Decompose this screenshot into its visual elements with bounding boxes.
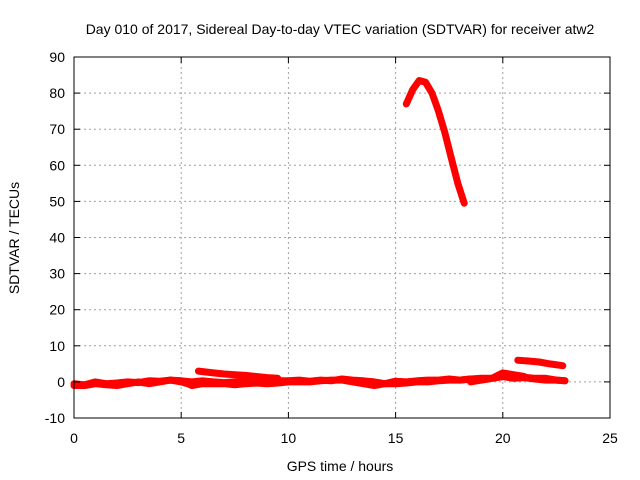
grid-lines [74, 57, 610, 418]
x-tick-label: 0 [70, 430, 78, 446]
y-tick-label: 10 [49, 338, 65, 354]
x-tick-label: 5 [177, 430, 185, 446]
x-tick-label: 10 [281, 430, 297, 446]
series-arc-19h [467, 369, 528, 386]
y-tick-label: 50 [49, 193, 65, 209]
y-axis-label: SDTVAR / TECUs [6, 182, 22, 294]
x-tick-label: 15 [388, 430, 404, 446]
x-tick-label: 25 [602, 430, 618, 446]
axis-ticks [73, 56, 611, 419]
y-tick-label: 70 [49, 121, 65, 137]
y-tick-label: 40 [49, 230, 65, 246]
y-tick-label: -10 [45, 410, 65, 426]
x-tick-labels: 0 5 10 15 20 25 [70, 430, 618, 446]
x-tick-label: 20 [495, 430, 511, 446]
y-tick-label: 80 [49, 85, 65, 101]
y-tick-label: 30 [49, 266, 65, 282]
x-axis-label: GPS time / hours [287, 458, 394, 474]
y-tick-label: 20 [49, 302, 65, 318]
y-tick-labels: -10 0 10 20 30 40 50 60 70 80 90 [45, 49, 65, 426]
data-series [70, 77, 569, 389]
y-tick-label: 60 [49, 157, 65, 173]
y-tick-label: 0 [57, 374, 65, 390]
series-arc-high [402, 77, 468, 207]
chart-title: Day 010 of 2017, Sidereal Day-to-day VTE… [86, 21, 595, 37]
series-arc-21h [514, 356, 567, 370]
series-arc-6h [194, 367, 282, 382]
y-tick-label: 90 [49, 49, 65, 65]
